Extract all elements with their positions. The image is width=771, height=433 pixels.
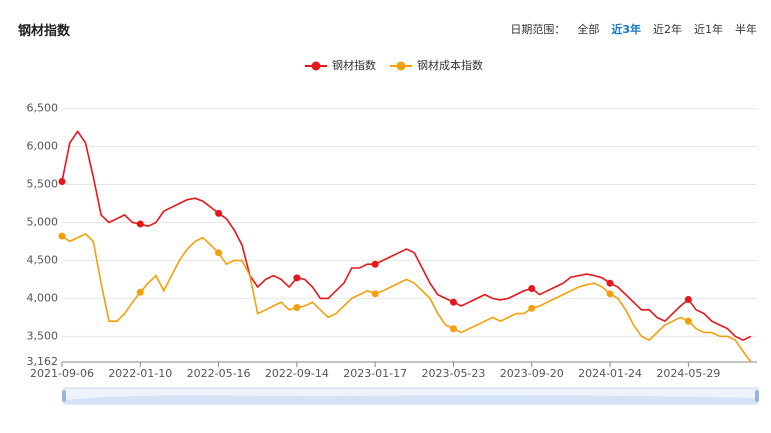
y-tick-label: 5,000	[27, 215, 59, 228]
legend-marker	[311, 61, 321, 71]
series-point	[58, 232, 66, 240]
zoom-preview	[64, 395, 757, 404]
x-tick-label: 2023-01-17	[343, 367, 407, 380]
legend-label: 钢材指数	[332, 58, 376, 72]
series-point	[293, 303, 301, 311]
series-point	[58, 177, 66, 185]
series-point	[449, 325, 457, 333]
series-point	[215, 209, 223, 217]
x-tick-label: 2023-05-23	[422, 367, 486, 380]
series-point	[528, 304, 536, 312]
series-point	[293, 274, 301, 282]
legend-marker	[396, 61, 406, 71]
y-tick-label: 4,000	[27, 291, 59, 304]
x-tick-label: 2023-09-20	[500, 367, 564, 380]
series-point	[684, 317, 692, 325]
date-range: 日期范围： 全部 近3年 近2年 近1年 半年	[510, 21, 757, 37]
series-point	[606, 279, 614, 287]
range-option[interactable]: 近1年	[694, 23, 723, 36]
series-point	[215, 249, 223, 257]
range-option[interactable]: 近2年	[653, 23, 682, 36]
x-tick-label: 2024-01-24	[578, 367, 642, 380]
series-line	[61, 232, 752, 363]
y-tick-label: 4,500	[27, 253, 59, 266]
range-label: 日期范围：	[510, 23, 566, 36]
x-tick-label: 2022-05-16	[187, 367, 251, 380]
series-point	[371, 260, 379, 268]
series-point	[684, 296, 692, 304]
legend-label: 钢材成本指数	[417, 58, 483, 72]
range-option[interactable]: 半年	[735, 23, 757, 36]
x-tick-label: 2021-09-06	[30, 367, 94, 380]
series-point	[606, 290, 614, 298]
y-tick-label: 3,500	[27, 329, 59, 342]
series-point	[136, 220, 144, 228]
y-tick-label: 6,500	[27, 102, 59, 115]
series-line	[61, 129, 752, 341]
series-point	[528, 285, 536, 293]
range-option[interactable]: 全部	[577, 23, 600, 36]
x-tick-label: 2024-05-29	[656, 367, 720, 380]
series-point	[136, 288, 144, 296]
x-tick-label: 2022-01-10	[108, 367, 172, 380]
y-tick-label: 6,000	[27, 140, 59, 153]
y-tick-label: 3,162	[27, 355, 59, 368]
y-tick-label: 5,500	[27, 178, 59, 191]
x-tick-label: 2022-09-14	[265, 367, 329, 380]
zoom-handle[interactable]	[755, 390, 759, 402]
range-option[interactable]: 近3年	[611, 23, 641, 36]
series-point	[449, 298, 457, 306]
zoom-handle[interactable]	[62, 390, 66, 402]
page-title: 钢材指数	[18, 24, 71, 39]
series-point	[371, 290, 379, 298]
